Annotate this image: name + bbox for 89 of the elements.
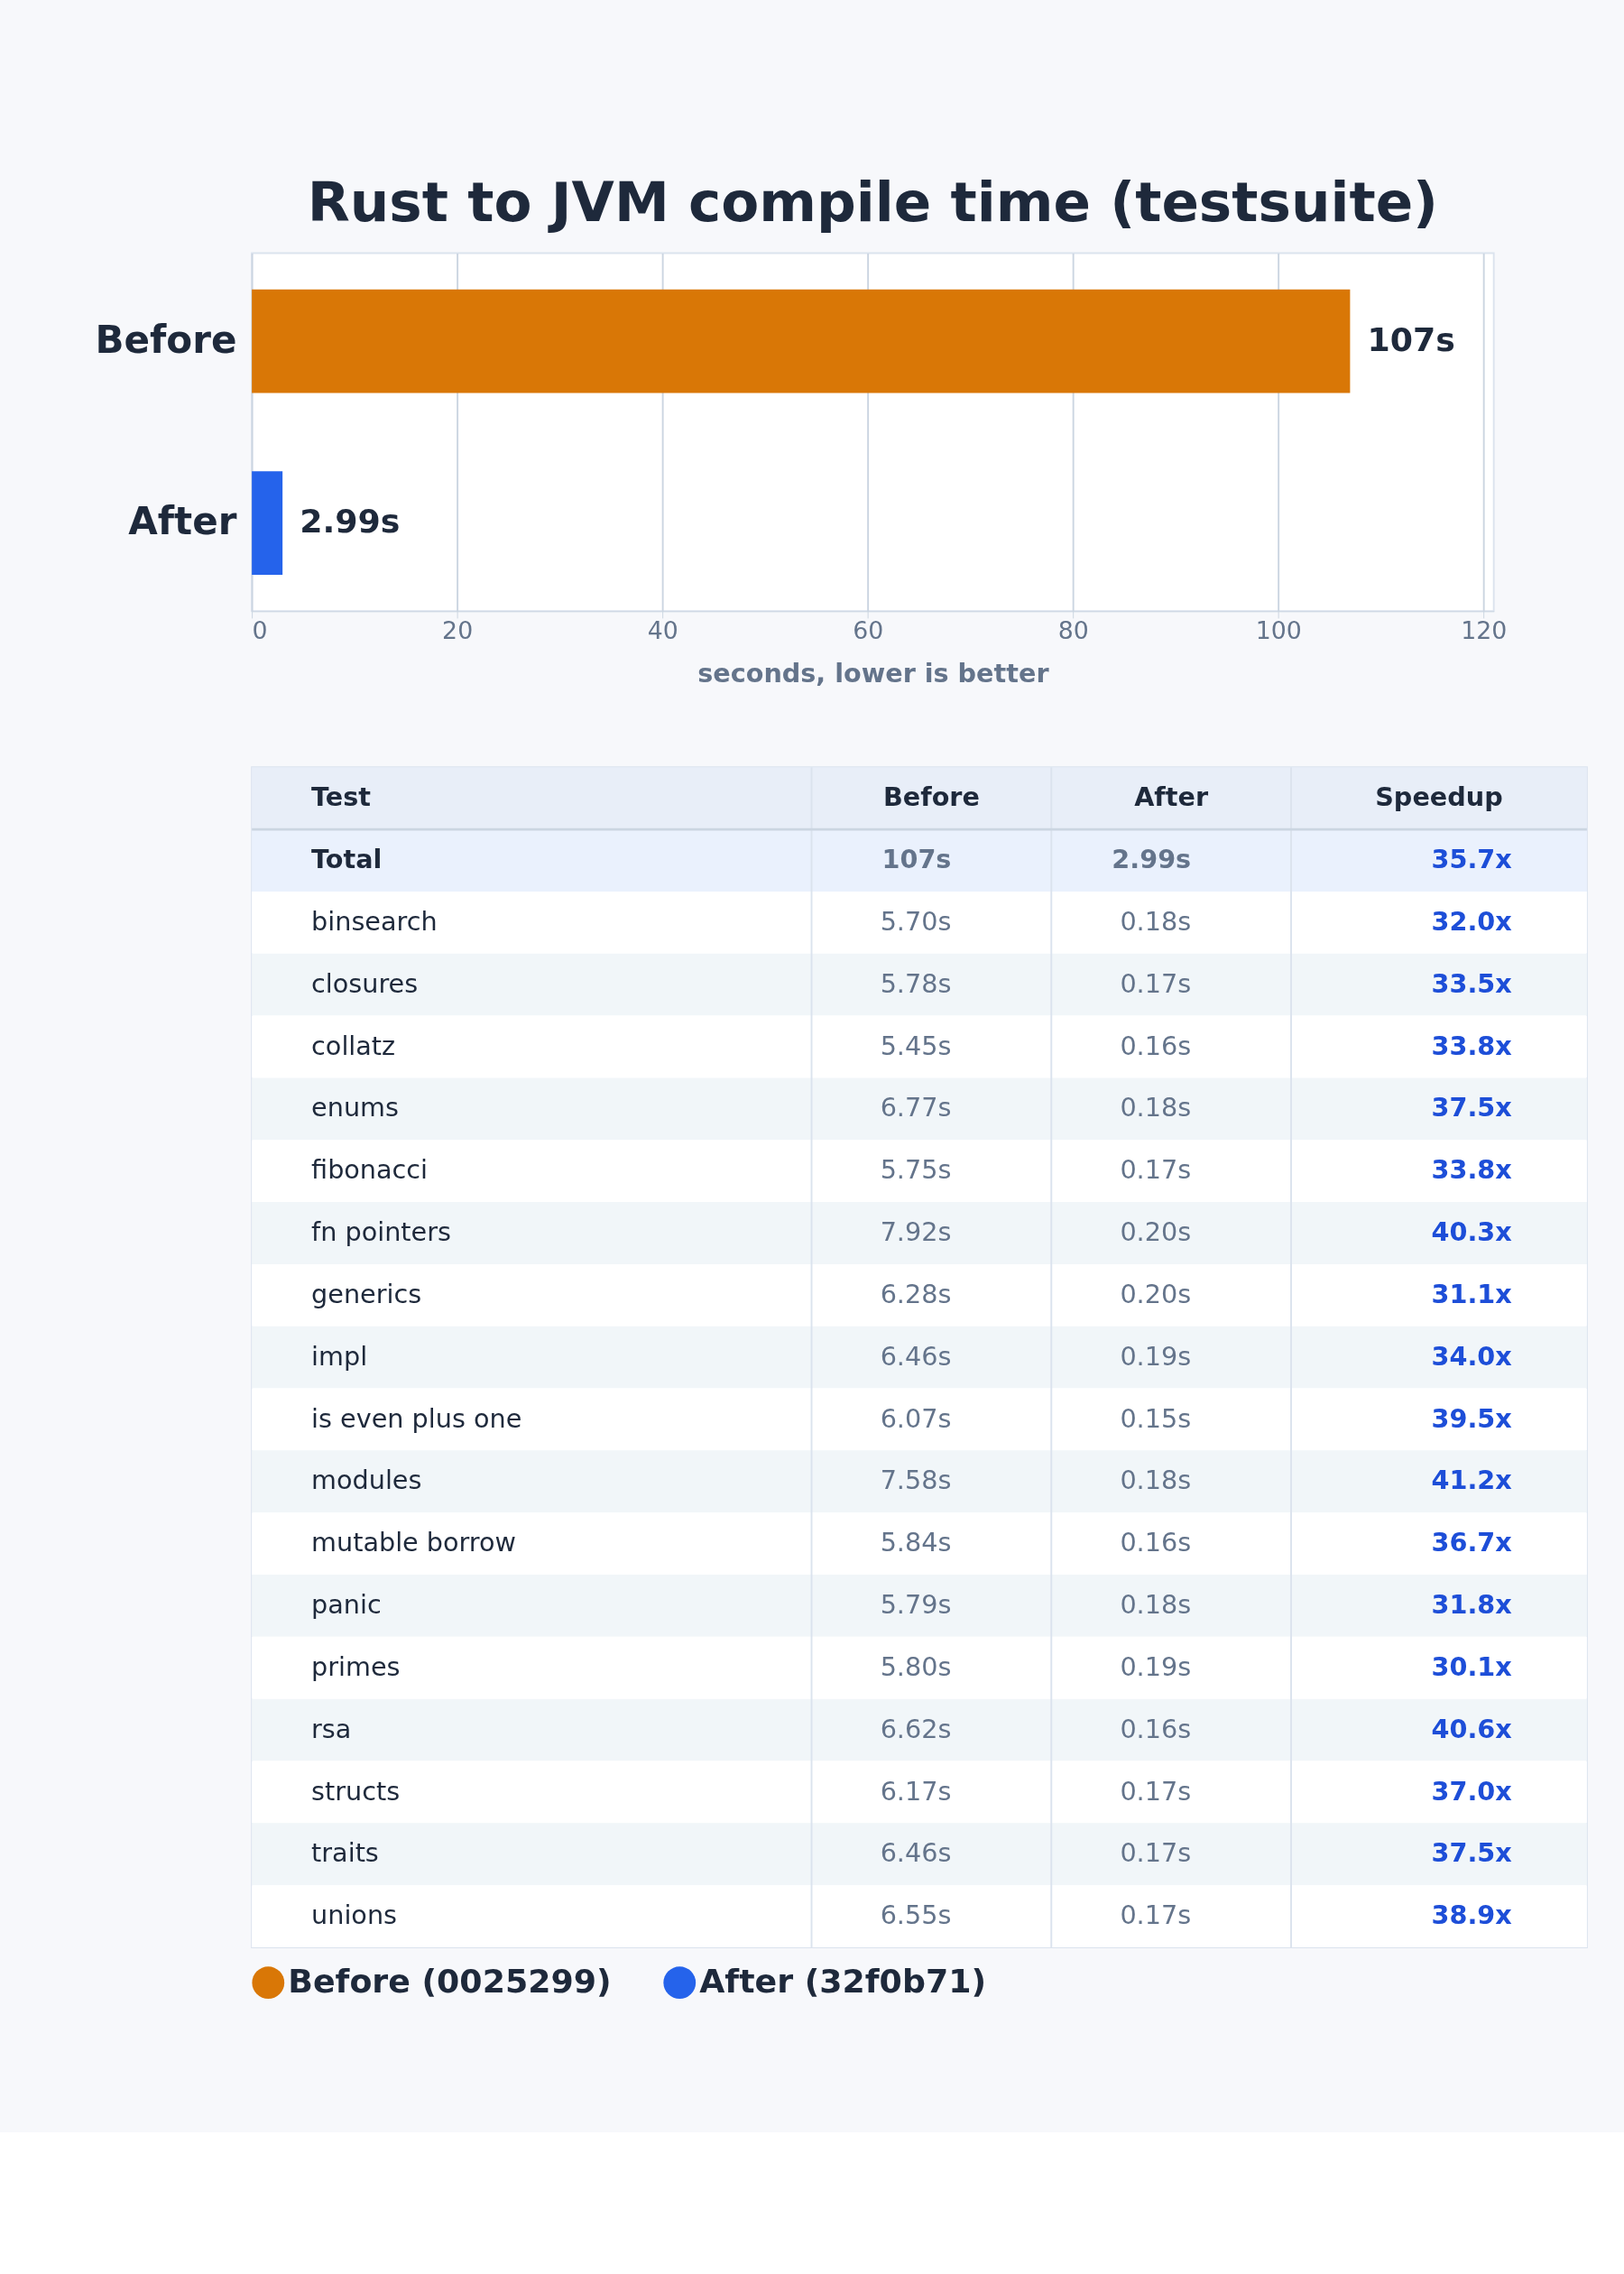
text: 6.07s: [880, 1402, 952, 1434]
text: 107s: [881, 844, 952, 875]
text: 37.5x: [1431, 1837, 1513, 1869]
text: generics: [311, 1278, 422, 1309]
text: enums: [311, 1092, 399, 1123]
text: closures: [311, 967, 419, 999]
chart-title: Rust to JVM compile time (testsuite): [307, 170, 1439, 235]
text: 0.18s: [1120, 1465, 1192, 1496]
text: impl: [311, 1340, 368, 1372]
text: 5.78s: [880, 967, 952, 999]
text: 39.5x: [1431, 1402, 1513, 1434]
legend-label: Before (0025299): [288, 1961, 612, 2001]
text: 5.70s: [880, 905, 952, 937]
text: 0.20s: [1120, 1278, 1192, 1309]
text: 0.19s: [1120, 1340, 1192, 1372]
text: fn pointers: [311, 1216, 451, 1248]
text: 6.55s: [880, 1900, 952, 1931]
text: 0.18s: [1120, 905, 1192, 937]
text: 40.3x: [1431, 1216, 1513, 1248]
x-tick-label: 120: [1461, 616, 1508, 645]
text: mutable borrow: [311, 1527, 516, 1558]
text: structs: [311, 1775, 401, 1807]
text: 33.8x: [1431, 1154, 1513, 1186]
x-tick-label: 20: [442, 616, 474, 645]
text: 6.46s: [880, 1340, 952, 1372]
text: 6.17s: [880, 1775, 952, 1807]
text: 0.19s: [1120, 1650, 1192, 1682]
category-label: Test: [311, 781, 372, 813]
text: rsa: [311, 1713, 352, 1744]
text: 37.5x: [1431, 1092, 1513, 1123]
x-tick-label: 60: [853, 616, 884, 645]
text: 32.0x: [1431, 905, 1513, 937]
x-tick-label: 0: [252, 616, 268, 645]
text: fibonacci: [311, 1154, 429, 1186]
text: 0.17s: [1120, 1900, 1192, 1931]
text: is even plus one: [311, 1402, 522, 1434]
text: traits: [311, 1837, 379, 1869]
text: 0.16s: [1120, 1527, 1192, 1558]
legend-label: After (32f0b71): [699, 1961, 987, 2001]
text: 6.46s: [880, 1837, 952, 1869]
text: 30.1x: [1431, 1650, 1513, 1682]
text: panic: [311, 1589, 382, 1621]
text: 31.1x: [1431, 1278, 1513, 1309]
text: 0.17s: [1120, 1775, 1192, 1807]
text: binsearch: [311, 905, 438, 937]
text: 5.45s: [880, 1030, 952, 1061]
text: 5.75s: [880, 1154, 952, 1186]
text: 41.2x: [1431, 1465, 1513, 1496]
text: 37.0x: [1431, 1775, 1513, 1807]
data-label: 2.99s: [300, 502, 401, 541]
text: Total: [311, 844, 383, 875]
text: 5.84s: [880, 1527, 952, 1558]
text: 0.18s: [1120, 1092, 1192, 1123]
text: 0.18s: [1120, 1589, 1192, 1621]
text: 7.92s: [880, 1216, 952, 1248]
text: 35.7x: [1431, 844, 1513, 875]
text: modules: [311, 1465, 422, 1496]
text: 0.16s: [1120, 1713, 1192, 1744]
text: 0.20s: [1120, 1216, 1192, 1248]
text: 31.8x: [1431, 1589, 1513, 1621]
category-label: Before: [882, 781, 980, 813]
text: 0.17s: [1120, 1837, 1192, 1869]
data-label: 107s: [1367, 319, 1455, 359]
text: 33.5x: [1431, 967, 1513, 999]
text: 6.77s: [880, 1092, 952, 1123]
text: 0.16s: [1120, 1030, 1192, 1061]
text: unions: [311, 1900, 398, 1931]
x-tick-label: 80: [1057, 616, 1089, 645]
text: 36.7x: [1431, 1527, 1513, 1558]
text: 0.17s: [1120, 967, 1192, 999]
text: 38.9x: [1431, 1900, 1513, 1931]
text: 33.8x: [1431, 1030, 1513, 1061]
x-tick-label: 100: [1255, 616, 1302, 645]
text: 6.62s: [880, 1713, 952, 1744]
text: 5.79s: [880, 1589, 952, 1621]
text: 5.80s: [880, 1650, 952, 1682]
category-label: Speedup: [1375, 781, 1503, 813]
text: 7.58s: [880, 1465, 952, 1496]
text: 6.28s: [880, 1278, 952, 1309]
text: 0.17s: [1120, 1154, 1192, 1186]
x-axis-title: seconds, lower is better: [697, 658, 1050, 689]
text: 34.0x: [1431, 1340, 1513, 1372]
text: collatz: [311, 1030, 396, 1061]
text: 0.15s: [1120, 1402, 1192, 1434]
x-tick-label: 40: [647, 616, 678, 645]
text: 40.6x: [1431, 1713, 1513, 1744]
text: primes: [311, 1650, 401, 1682]
category-label: After: [1134, 781, 1209, 813]
text: 2.99s: [1112, 844, 1192, 875]
